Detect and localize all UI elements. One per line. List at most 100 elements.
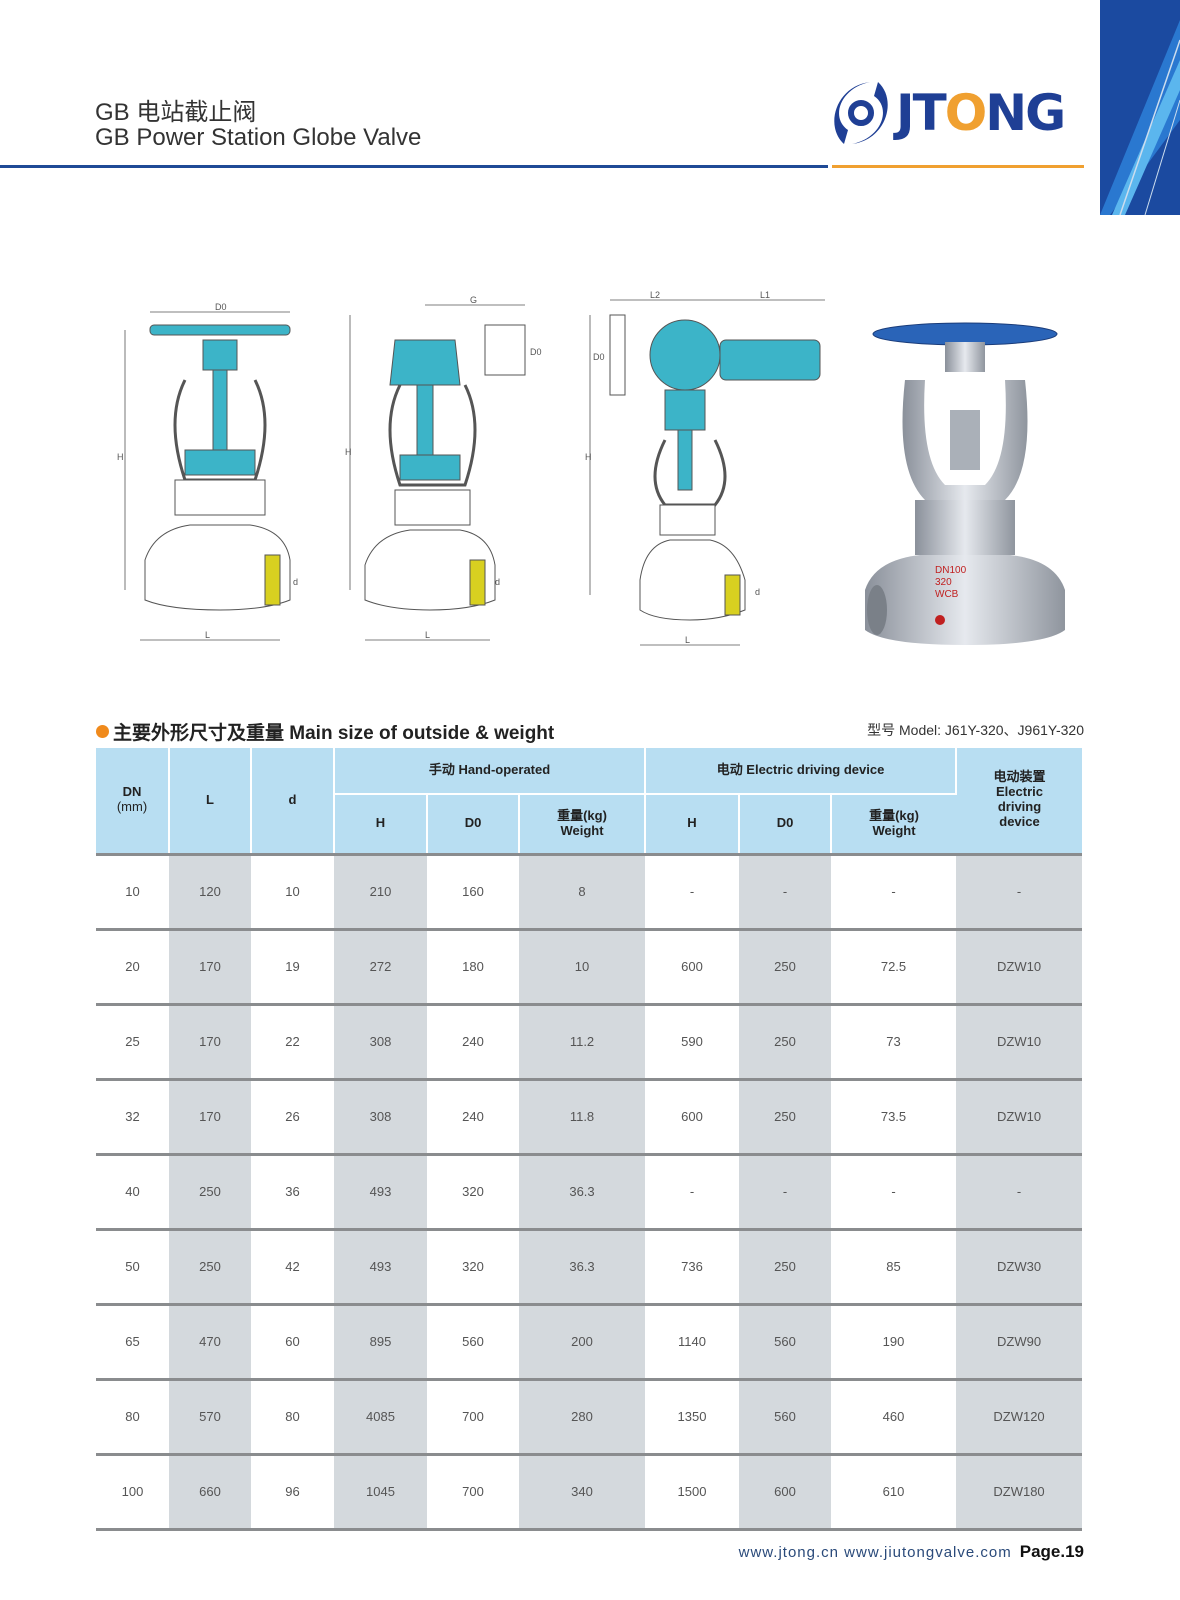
header-electric-h: H — [645, 794, 740, 855]
table-row: 20 170 19 272 180 10 600 250 72.5 DZW10 — [96, 929, 1083, 1006]
table-cell: 80 — [251, 1379, 334, 1456]
header-electric: 电动 Electric driving device — [645, 748, 958, 795]
table-cell: 8 — [519, 852, 645, 931]
electric-valve-drawing: L2 L1 D0 H L d — [585, 290, 825, 646]
table-cell: 19 — [251, 929, 334, 1006]
table-cell: 272 — [334, 929, 427, 1006]
table-cell: 250 — [739, 1229, 831, 1306]
table-cell: 26 — [251, 1079, 334, 1156]
footer: www.jtong.cn www.jiutongvalve.com Page.19 — [739, 1542, 1084, 1562]
table-cell: 85 — [831, 1229, 957, 1306]
table-cell: 180 — [427, 929, 519, 1006]
svg-text:H: H — [585, 452, 592, 462]
table-cell: 493 — [334, 1229, 427, 1306]
table-cell: 200 — [519, 1304, 645, 1381]
table-cell: 120 — [169, 852, 251, 931]
table-cell: 100 — [96, 1454, 169, 1531]
table-cell: 570 — [169, 1379, 251, 1456]
table-cell: 308 — [334, 1004, 427, 1081]
table-row: 40 250 36 493 320 36.3- - - - — [96, 1154, 1083, 1231]
table-cell: 560 — [427, 1304, 519, 1381]
table-cell: DZW30 — [956, 1229, 1083, 1306]
table-cell: 895 — [334, 1304, 427, 1381]
header-dn: DN (mm) — [96, 748, 170, 855]
table-cell: 600 — [645, 1079, 739, 1156]
table-cell: - — [645, 1154, 739, 1231]
svg-text:320: 320 — [935, 577, 952, 588]
table-cell: 60 — [251, 1304, 334, 1381]
table-cell: DZW180 — [956, 1454, 1083, 1531]
bullet-dot-icon — [96, 725, 109, 738]
table-cell: 460 — [831, 1379, 957, 1456]
table-row: 32 170 26 308 240 11.8 600 250 73.5 DZW10 — [96, 1079, 1083, 1156]
table-cell: 1350 — [645, 1379, 739, 1456]
page-title-cn: GB 电站截止阀 — [95, 99, 257, 126]
table-cell: 25 — [96, 1004, 169, 1081]
svg-text:d: d — [755, 587, 760, 597]
table-cell: 600 — [645, 929, 739, 1006]
table-cell: 170 — [169, 1079, 251, 1156]
table-cell: 210 — [334, 852, 427, 931]
table-cell: - — [956, 1154, 1083, 1231]
table-row: 100 660 96 1045 700 340 1500 600 610 DZW180 — [96, 1454, 1083, 1531]
table-cell: 50 — [96, 1229, 169, 1306]
table-cell: 42 — [251, 1229, 334, 1306]
model-label: 型号 Model: J61Y-320、J961Y-320 — [867, 722, 1084, 738]
table-cell: 160 — [427, 852, 519, 931]
table-cell: 1140 — [645, 1304, 739, 1381]
table-cell: 36.3 — [519, 1154, 645, 1231]
table-cell: 250 — [739, 1004, 831, 1081]
table-cell: 40 — [96, 1154, 169, 1231]
table-cell: - — [831, 1154, 957, 1231]
table-cell: 4085 — [334, 1379, 427, 1456]
svg-text:DN100: DN100 — [935, 565, 967, 576]
header-driving-device: 电动装置 Electric driving device — [956, 748, 1083, 855]
table-cell: 320 — [427, 1229, 519, 1306]
table-cell: DZW120 — [956, 1379, 1083, 1456]
table-row: 50 250 42 493 320 36.3 736 250 85 DZW30 — [96, 1229, 1083, 1306]
table-cell: 65 — [96, 1304, 169, 1381]
table-cell: 320 — [427, 1154, 519, 1231]
table-cell: - — [645, 852, 739, 931]
header-hand-weight: 重量(kg) Weight — [519, 794, 646, 855]
table-cell: 700 — [427, 1454, 519, 1531]
table-row: 10 120 10 210 160 8- - - - — [96, 852, 1083, 931]
table-cell: 190 — [831, 1304, 957, 1381]
section-title: 主要外形尺寸及重量 Main size of outside & weight — [96, 718, 554, 745]
table-cell: 700 — [427, 1379, 519, 1456]
table-cell: 470 — [169, 1304, 251, 1381]
svg-text:H: H — [345, 447, 352, 457]
table-row: 65 470 60 895 560 200 1140 560 190 DZW90 — [96, 1304, 1083, 1381]
svg-text:H: H — [117, 452, 124, 462]
page-title-en: GB Power Station Globe Valve — [95, 124, 422, 151]
page-number: Page.19 — [1019, 1542, 1084, 1561]
table-cell: 11.2 — [519, 1004, 645, 1081]
table-cell: 10 — [251, 852, 334, 931]
table-cell: 73 — [831, 1004, 957, 1081]
table-cell: 308 — [334, 1079, 427, 1156]
table-cell: 240 — [427, 1004, 519, 1081]
table-cell: 11.8 — [519, 1079, 645, 1156]
table-row: 25 170 22 308 240 11.2 590 250 73 DZW10 — [96, 1004, 1083, 1081]
table-cell: DZW10 — [956, 929, 1083, 1006]
table-cell: 96 — [251, 1454, 334, 1531]
table-cell: - — [739, 852, 831, 931]
table-cell: - — [956, 852, 1083, 931]
corner-decoration — [1100, 0, 1180, 215]
table-cell: 1045 — [334, 1454, 427, 1531]
table-cell: 1500 — [645, 1454, 739, 1531]
table-cell: 80 — [96, 1379, 169, 1456]
svg-text:WCB: WCB — [935, 589, 959, 600]
svg-text:d: d — [495, 577, 500, 587]
table-cell: DZW10 — [956, 1004, 1083, 1081]
table-cell: 240 — [427, 1079, 519, 1156]
table-cell: 250 — [169, 1154, 251, 1231]
table-cell: - — [739, 1154, 831, 1231]
table-cell: 73.5 — [831, 1079, 957, 1156]
table-cell: 32 — [96, 1079, 169, 1156]
header-rule-orange — [832, 165, 1084, 168]
table-cell: 36.3 — [519, 1229, 645, 1306]
table-cell: - — [831, 852, 957, 931]
table-cell: 736 — [645, 1229, 739, 1306]
